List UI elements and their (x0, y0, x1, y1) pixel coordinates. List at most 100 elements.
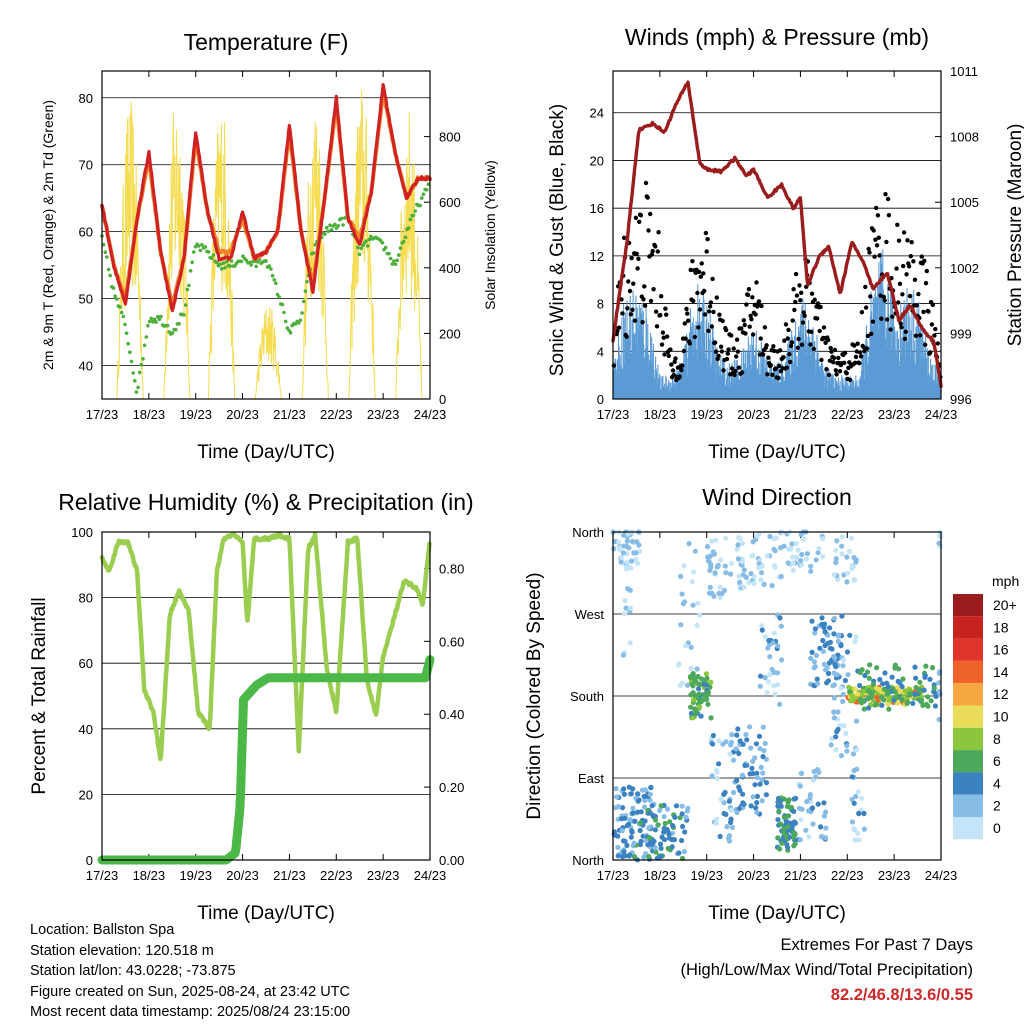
gust-point (827, 358, 833, 363)
gust-point (857, 361, 862, 366)
direction-point (917, 688, 923, 694)
direction-point (735, 726, 741, 732)
gust-point (762, 325, 768, 330)
gust-point (756, 299, 762, 304)
direction-point (819, 615, 825, 621)
direction-point (866, 705, 872, 711)
dewpoint-point (267, 264, 272, 268)
colorbar-swatch (953, 638, 983, 661)
gust-point (817, 328, 822, 334)
y2-tick-label: 1008 (950, 130, 979, 145)
direction-point (646, 824, 652, 831)
direction-point (790, 554, 796, 560)
gust-point (624, 334, 629, 339)
x-tick-label: 22/23 (831, 868, 864, 883)
x-tick-label: 18/23 (644, 407, 677, 422)
direction-point (879, 702, 885, 708)
direction-point (619, 827, 625, 834)
x-tick-label: 21/23 (273, 868, 306, 883)
gust-point (809, 291, 815, 296)
gust-point (680, 363, 685, 368)
dewpoint-point (101, 242, 106, 247)
dewpoint-point (128, 350, 132, 355)
direction-point (737, 536, 743, 542)
direction-point (767, 672, 773, 678)
direction-point (731, 789, 737, 796)
direction-point (817, 645, 823, 651)
direction-point (843, 730, 849, 737)
direction-point (837, 722, 843, 729)
gust-point (872, 254, 877, 259)
gust-point (661, 335, 666, 340)
gust-point (713, 349, 719, 354)
gust-point (773, 366, 779, 371)
dewpoint-point (113, 294, 117, 299)
x-tick-label: 23/23 (367, 868, 400, 883)
direction-point (683, 814, 689, 820)
direction-point (740, 791, 746, 797)
direction-point (860, 698, 867, 704)
plot-border (101, 531, 431, 861)
gust-point (634, 251, 639, 256)
gust-point (726, 347, 731, 352)
x-tick-label: 20/23 (737, 868, 770, 883)
direction-point (764, 689, 770, 696)
direction-point (705, 554, 711, 560)
direction-point (785, 824, 791, 830)
direction-point (854, 747, 860, 753)
direction-point (810, 821, 816, 827)
colorbar-swatch (953, 727, 983, 751)
gust-point (664, 334, 670, 339)
y-tick-label: 80 (79, 91, 93, 106)
direction-point (679, 680, 685, 686)
direction-point (763, 780, 770, 786)
gust-point (831, 355, 837, 361)
gust-point (649, 252, 655, 257)
panel-title: Relative Humidity (%) & Precipitation (i… (58, 489, 473, 515)
direction-point (679, 591, 685, 597)
x-tick-label: 22/23 (320, 868, 353, 883)
direction-point (928, 698, 934, 704)
gust-point (791, 287, 796, 292)
direction-point (633, 550, 639, 556)
direction-point (622, 853, 628, 859)
dewpoint-point (333, 222, 337, 227)
direction-point (844, 649, 851, 655)
gust-point (764, 343, 769, 348)
axis-title: Sonic Wind & Gust (Blue, Black) (547, 104, 568, 376)
direction-point (629, 829, 635, 835)
gust-point (890, 314, 895, 319)
direction-point (874, 694, 880, 700)
dewpoint-point (139, 362, 144, 367)
gust-point (703, 230, 709, 236)
direction-point (647, 791, 653, 798)
gust-point (646, 228, 651, 233)
direction-point (866, 675, 872, 681)
gust-point (917, 333, 923, 338)
direction-point (809, 649, 815, 656)
direction-point (833, 664, 839, 670)
dewpoint-point (359, 246, 363, 251)
gust-point (811, 346, 816, 352)
direction-point (728, 739, 735, 745)
direction-point (637, 820, 644, 826)
gust-point (884, 239, 889, 245)
direction-point (627, 817, 633, 823)
gust-point (743, 331, 748, 336)
direction-point (858, 795, 865, 801)
direction-point (624, 842, 630, 849)
direction-point (936, 680, 942, 686)
direction-point (769, 666, 775, 673)
gust-point (645, 195, 650, 200)
direction-point (741, 801, 747, 807)
direction-point (714, 564, 720, 570)
direction-point (925, 703, 931, 709)
gust-point (641, 297, 646, 302)
direction-point (839, 534, 845, 540)
direction-point (714, 775, 720, 781)
gust-point (673, 356, 678, 361)
location-text: Location: Ballston Spa (30, 922, 175, 938)
dewpoint-point (144, 335, 149, 339)
direction-point (624, 538, 630, 544)
gust-point (852, 343, 857, 348)
